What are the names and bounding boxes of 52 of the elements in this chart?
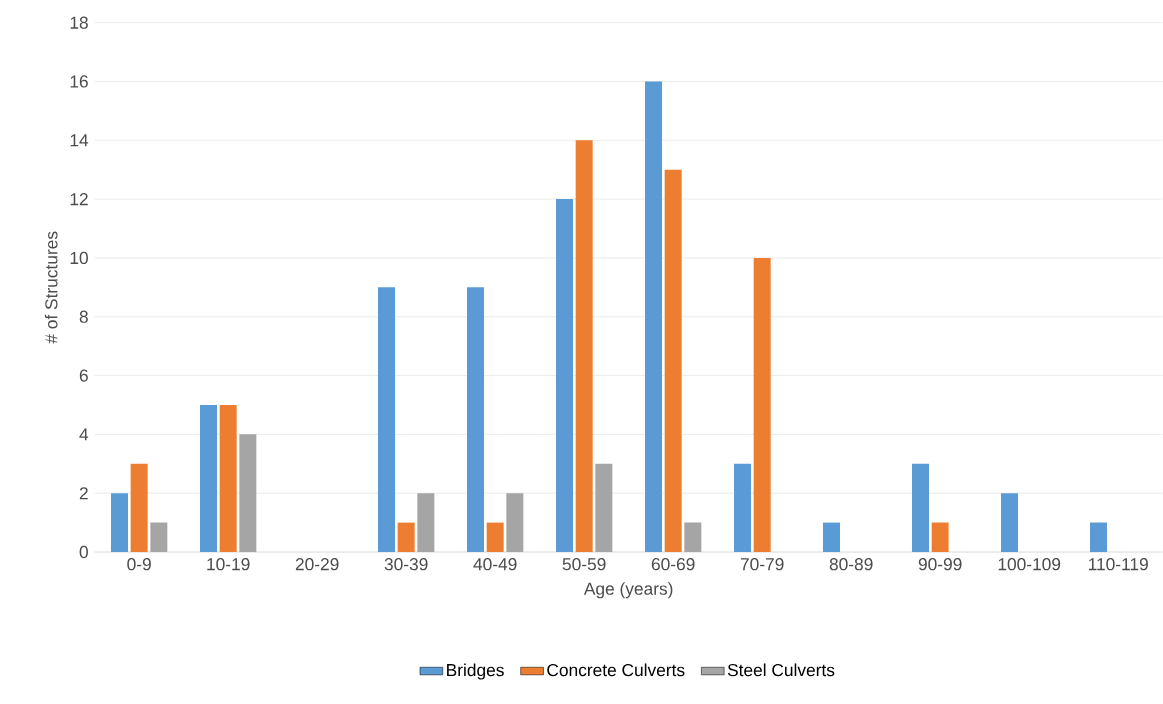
bar bbox=[486, 522, 504, 552]
bar bbox=[130, 463, 148, 552]
y-tick-label: 16 bbox=[70, 75, 88, 88]
x-tick-label: 20-29 bbox=[295, 558, 339, 571]
bar bbox=[150, 522, 168, 552]
y-tick-label: 10 bbox=[70, 251, 88, 265]
bar bbox=[734, 463, 752, 552]
y-tick-label: 12 bbox=[70, 193, 88, 206]
x-tick-label: 30-39 bbox=[384, 558, 428, 571]
bar bbox=[823, 522, 841, 552]
y-tick-label: 2 bbox=[79, 487, 88, 500]
x-tick-label: 10-19 bbox=[207, 558, 250, 571]
x-tick-label: 90-99 bbox=[918, 558, 962, 571]
y-tick-label: 6 bbox=[79, 369, 88, 382]
legend-label: Steel Culverts bbox=[727, 663, 835, 677]
bar bbox=[417, 493, 435, 552]
y-tick-label: 14 bbox=[70, 134, 89, 147]
x-tick-label: 80-89 bbox=[829, 558, 873, 571]
x-tick-label: 60-69 bbox=[651, 558, 695, 571]
bar bbox=[378, 287, 395, 552]
bar bbox=[1090, 522, 1108, 552]
legend-label: Concrete Culverts bbox=[547, 663, 685, 677]
bar bbox=[1001, 493, 1019, 552]
y-axis-title: # of Structures bbox=[44, 231, 58, 344]
x-tick-label: 40-49 bbox=[473, 558, 517, 571]
bar bbox=[239, 434, 257, 552]
legend-label: Bridges bbox=[447, 663, 504, 680]
y-tick-label: 8 bbox=[79, 310, 88, 323]
bar bbox=[684, 522, 702, 552]
bar bbox=[506, 493, 524, 552]
y-tick-label: 18 bbox=[70, 16, 88, 29]
y-tick-label: 0 bbox=[79, 545, 88, 559]
bar bbox=[575, 140, 593, 552]
bar bbox=[664, 169, 682, 552]
x-tick-label: 100-109 bbox=[998, 558, 1061, 571]
bar bbox=[912, 463, 930, 552]
bar bbox=[595, 463, 613, 552]
bar bbox=[200, 404, 218, 552]
x-tick-label: 0-9 bbox=[127, 558, 151, 571]
bar bbox=[397, 522, 415, 552]
bar bbox=[931, 522, 949, 552]
bar bbox=[753, 257, 771, 552]
bar bbox=[556, 199, 574, 552]
bar bbox=[219, 404, 237, 552]
bar bbox=[111, 493, 128, 552]
x-axis-title: Age (years) bbox=[583, 582, 673, 599]
bar bbox=[467, 287, 485, 552]
x-tick-label: 70-79 bbox=[740, 558, 784, 571]
x-tick-label: 110-119 bbox=[1088, 558, 1148, 571]
y-tick-label: 4 bbox=[79, 428, 89, 441]
bar bbox=[645, 81, 662, 552]
x-tick-label: 50-59 bbox=[562, 558, 606, 571]
